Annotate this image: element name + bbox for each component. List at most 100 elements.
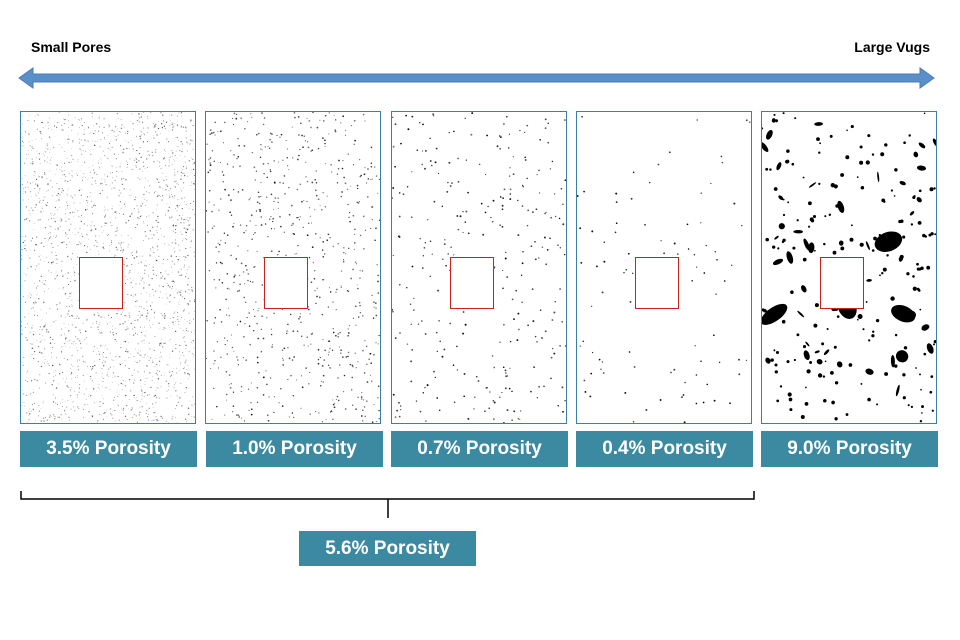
pore-speck (278, 250, 280, 253)
pore-speck (38, 153, 40, 155)
pore-speck (98, 324, 100, 326)
pore-speck (25, 379, 27, 382)
pore-speck (173, 224, 174, 225)
pore-speck (29, 257, 31, 259)
pore-speck (173, 324, 175, 326)
pore-speck (87, 396, 89, 397)
pore-speck (43, 326, 45, 328)
pore-speck (579, 345, 581, 347)
pore-speck (130, 409, 132, 411)
pore-speck (810, 219, 815, 223)
pore-speck (206, 210, 207, 212)
pore-speck (91, 206, 93, 208)
pore-speck (188, 379, 190, 380)
pore-speck (894, 364, 898, 368)
pore-speck (145, 205, 146, 206)
pore-speck (117, 403, 119, 405)
pore-speck (394, 165, 396, 168)
pore-speck (367, 178, 370, 180)
pore-speck (117, 310, 119, 312)
pore-speck (392, 197, 393, 199)
pore-speck (456, 369, 459, 371)
pore-speck (424, 332, 427, 335)
pore-speck (185, 228, 187, 230)
pore-speck (782, 238, 786, 242)
pore-speck (62, 342, 64, 344)
pore-speck (65, 235, 67, 237)
pore-speck (104, 412, 106, 414)
vug-blob (774, 235, 779, 240)
pore-speck (545, 263, 548, 266)
pore-speck (129, 357, 131, 359)
pore-speck (98, 353, 100, 355)
pore-speck (159, 365, 160, 367)
pore-speck (296, 330, 299, 332)
pore-speck (513, 410, 516, 413)
pore-speck (137, 333, 139, 335)
pore-speck (34, 283, 35, 284)
pore-speck (82, 176, 84, 178)
pore-speck (865, 160, 870, 165)
pore-speck (109, 250, 110, 252)
pore-speck (191, 404, 193, 406)
pore-speck (44, 172, 46, 174)
pore-speck (503, 123, 505, 125)
pore-speck (351, 364, 354, 367)
pore-speck (438, 409, 441, 412)
pore-speck (243, 420, 245, 422)
pore-speck (61, 406, 63, 407)
pore-speck (292, 394, 295, 397)
pore-speck (37, 345, 40, 348)
porosity-badge-2: 1.0% Porosity (206, 431, 383, 467)
pore-speck (450, 246, 452, 248)
pore-image-panel-1 (20, 111, 196, 424)
pore-speck (42, 417, 44, 419)
pore-speck (129, 353, 131, 355)
pore-speck (625, 269, 627, 271)
pore-speck (109, 409, 111, 411)
pore-speck (121, 124, 123, 126)
pore-speck (64, 174, 66, 175)
pore-speck (43, 283, 45, 286)
pore-speck (174, 155, 176, 156)
pore-speck (146, 141, 149, 143)
pore-speck (915, 367, 917, 369)
pore-speck (245, 301, 247, 303)
pore-speck (128, 195, 130, 197)
pore-speck (115, 139, 117, 141)
pore-speck (446, 191, 449, 193)
pore-speck (115, 234, 117, 237)
pore-speck (102, 246, 104, 248)
pore-speck (213, 204, 215, 206)
pore-speck (74, 317, 75, 319)
pore-speck (300, 407, 302, 409)
pore-speck (503, 421, 505, 423)
pore-speck (63, 241, 65, 243)
pore-speck (98, 329, 100, 330)
pore-speck (375, 175, 378, 177)
pore-speck (345, 129, 347, 131)
pore-speck (126, 147, 128, 150)
pore-speck (193, 313, 195, 315)
pore-speck (113, 187, 114, 189)
pore-speck (791, 162, 795, 166)
pore-speck (145, 177, 146, 179)
pore-speck (156, 387, 158, 389)
pore-speck (137, 124, 139, 126)
pore-speck (122, 251, 124, 253)
pore-speck (141, 355, 143, 357)
pore-image-panel-3 (391, 111, 567, 424)
pore-speck (62, 129, 64, 131)
pore-speck (929, 187, 934, 192)
pore-speck (256, 361, 259, 364)
pore-speck (221, 262, 223, 265)
pore-speck (402, 193, 405, 195)
pore-speck (270, 215, 272, 218)
pore-speck (58, 219, 60, 221)
pore-speck (150, 250, 152, 252)
pore-speck (614, 231, 617, 234)
pore-speck (173, 159, 174, 160)
pore-speck (174, 296, 176, 299)
pore-speck (74, 292, 76, 294)
pore-speck (179, 274, 181, 277)
